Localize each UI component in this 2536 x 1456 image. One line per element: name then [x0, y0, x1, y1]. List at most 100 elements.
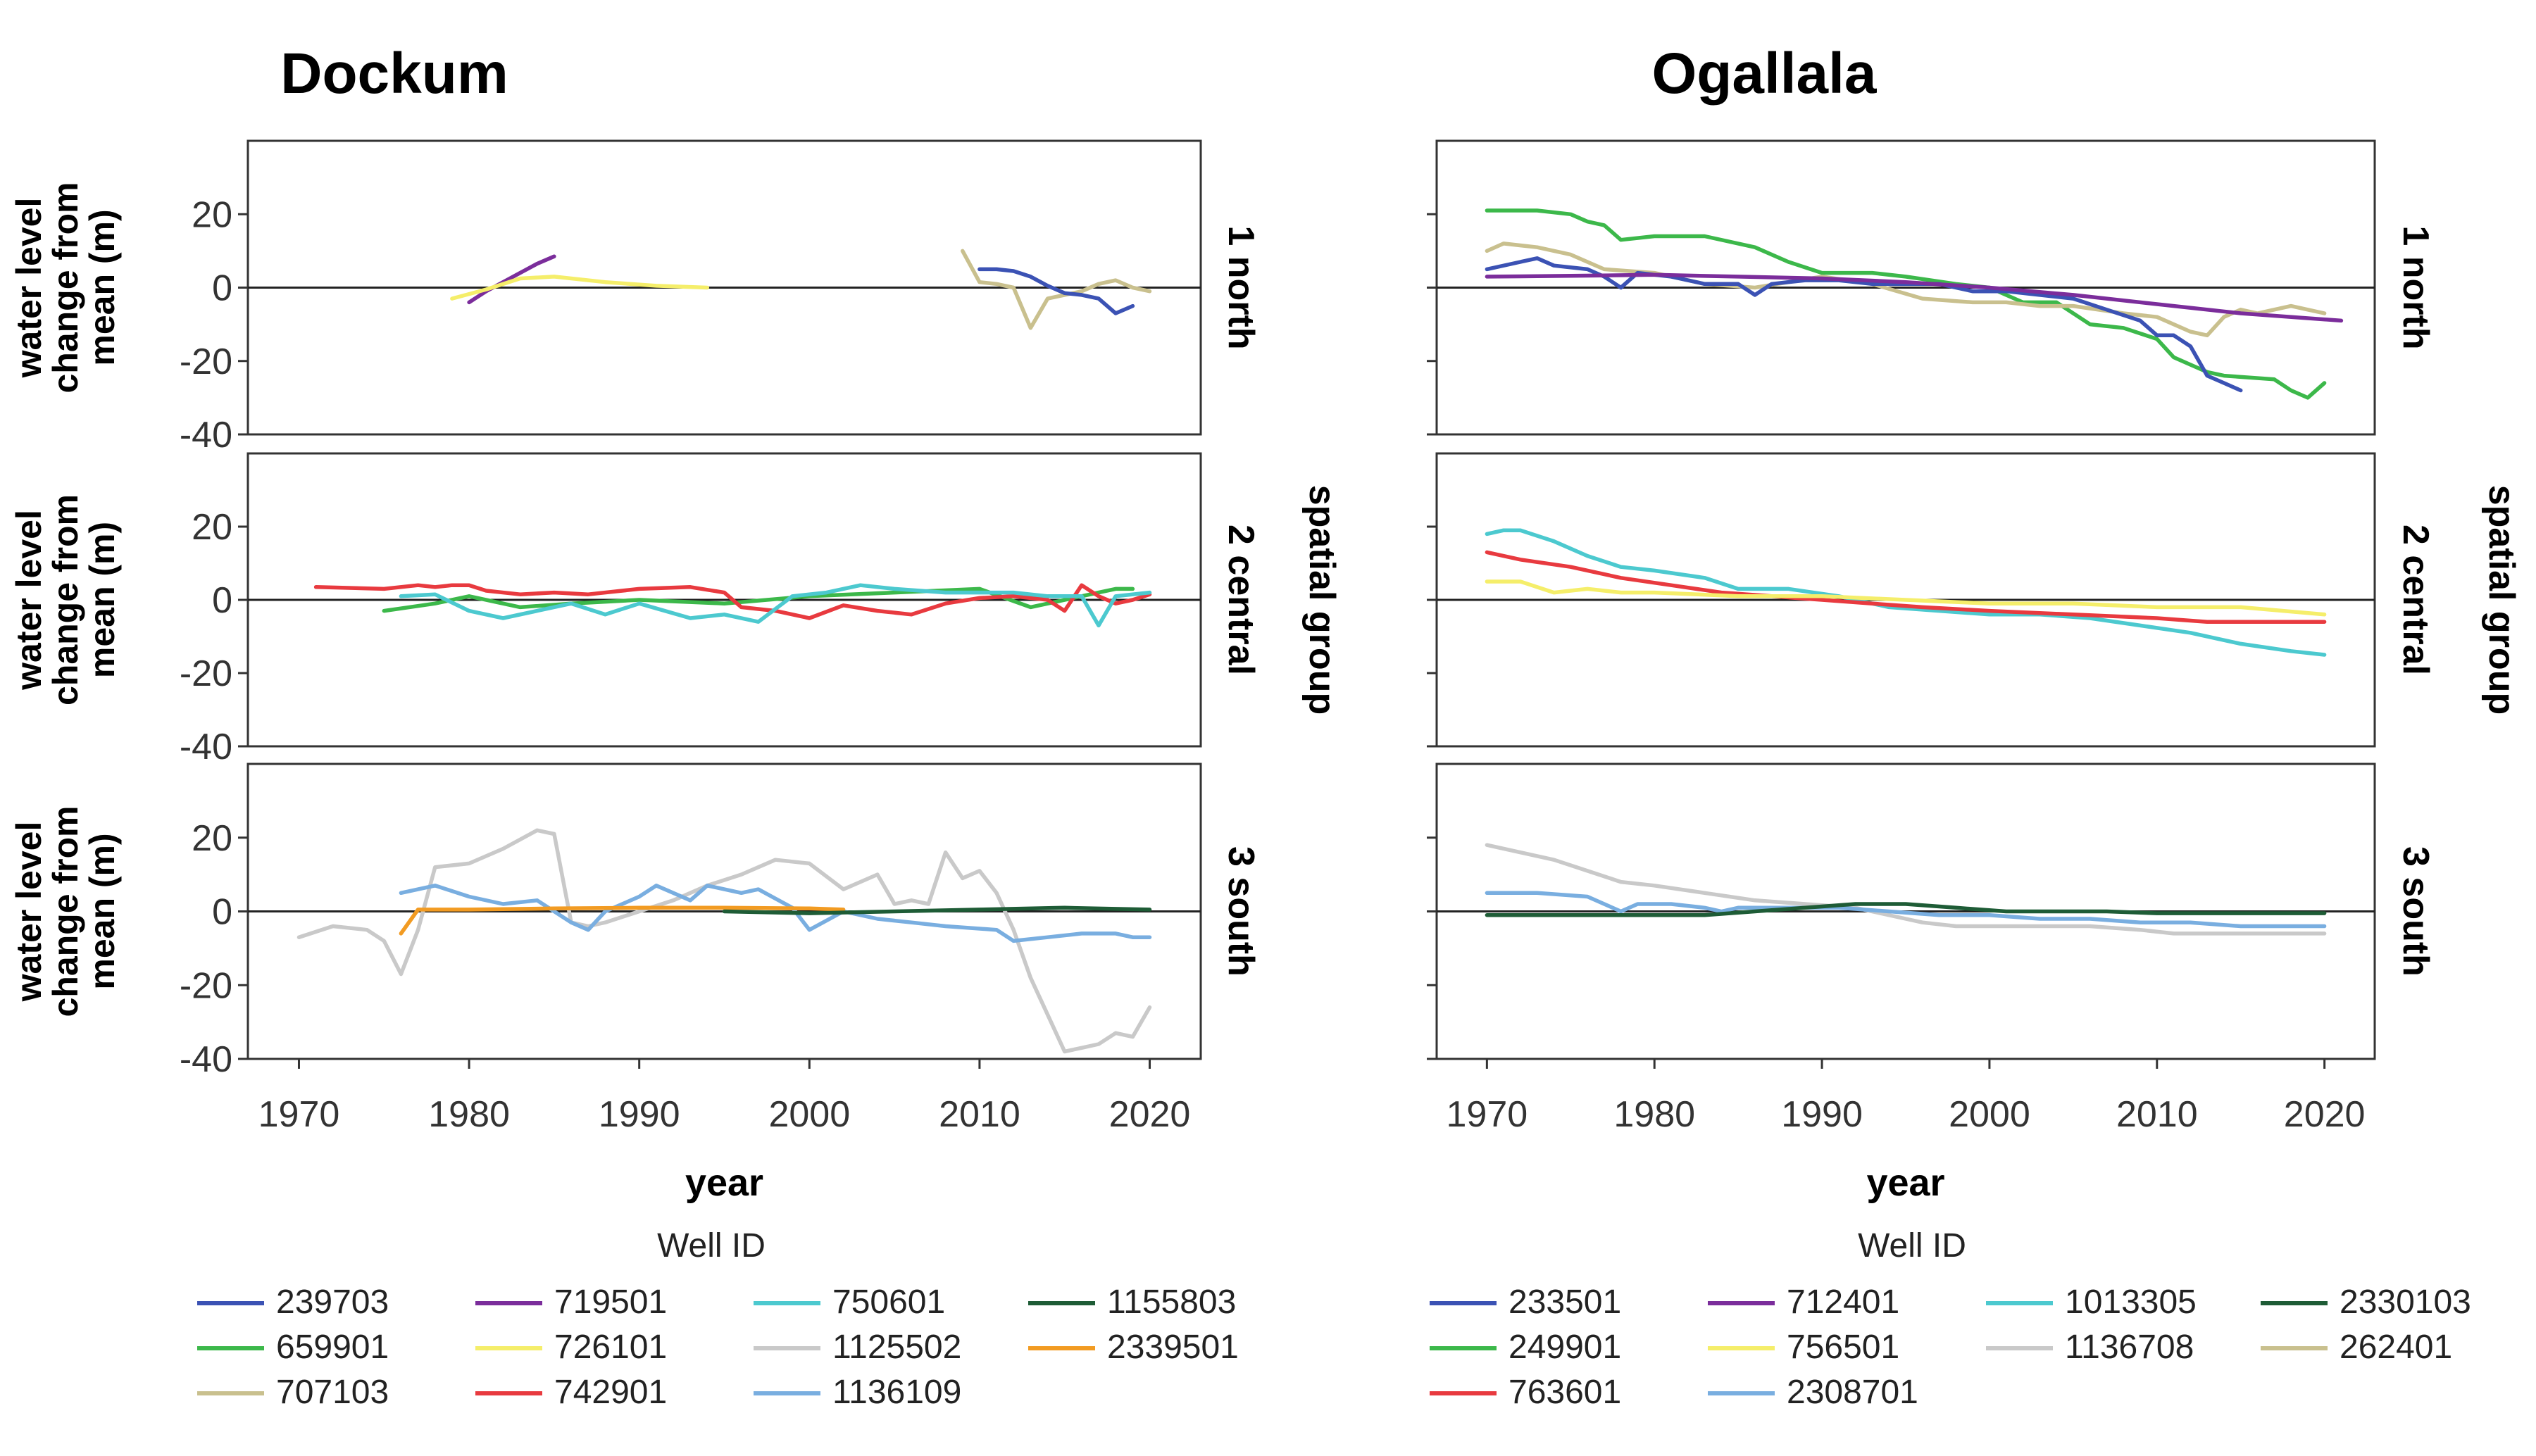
legend-item-750601: 750601	[754, 1284, 945, 1321]
facet-label: 1 north	[2395, 225, 2436, 349]
series-line-1136708	[1485, 843, 2327, 936]
y-axis-title-line: change from	[46, 182, 85, 393]
x-tick-label: 2010	[939, 1094, 1020, 1135]
series-line-233501	[1485, 256, 2243, 393]
y-axis-title: water levelchange frommean (m)	[9, 805, 122, 1017]
legend-item-2330103: 2330103	[2261, 1284, 2471, 1321]
series-group	[1485, 208, 2344, 400]
legend-item-719501: 719501	[475, 1284, 667, 1321]
y-axis-title: water levelchange frommean (m)	[9, 494, 122, 705]
x-tick-label: 1970	[1447, 1094, 1528, 1135]
series-group	[313, 583, 1152, 628]
series-line-2330103	[1485, 902, 2327, 917]
chart-title: Dockum	[280, 42, 508, 106]
legend-item-233501: 233501	[1430, 1284, 1621, 1321]
panel-3-south: 3 south	[1427, 762, 2436, 1060]
series-line-2339501	[399, 905, 846, 936]
series-line-1155803	[722, 905, 1152, 915]
panel-2-central: 2 central	[1427, 452, 2436, 748]
y-tick-label: 20	[192, 194, 232, 235]
series-line-2308701	[1485, 891, 2327, 929]
legend-item-712401: 712401	[1708, 1284, 1899, 1321]
legend-title: Well ID	[657, 1227, 766, 1264]
legend-item-1155803: 1155803	[1028, 1284, 1236, 1321]
series-line-239703	[977, 267, 1135, 315]
y-tick-label: -20	[180, 965, 232, 1006]
x-tick-label: 1990	[1781, 1094, 1863, 1135]
series-line-1136109	[399, 884, 1152, 943]
chart-title: Ogallala	[1651, 42, 1877, 106]
y-tick-label: -40	[180, 727, 232, 767]
series-line-1125502	[296, 828, 1152, 1054]
legend-item-1013305: 1013305	[1986, 1284, 2197, 1321]
series-line-756501	[1485, 579, 2327, 617]
legend-label: 719501	[554, 1284, 667, 1321]
legend-label: 2308701	[1787, 1374, 1918, 1411]
legend-item-2308701: 2308701	[1708, 1374, 1918, 1411]
y-tick-label: -20	[180, 341, 232, 382]
facet-label: 3 south	[1220, 846, 1261, 977]
legend-label: 1136708	[2065, 1329, 2194, 1366]
x-tick-label: 1990	[599, 1094, 680, 1135]
legend-label: 262401	[2340, 1329, 2452, 1366]
y-axis-title-line: mean (m)	[82, 833, 122, 989]
x-tick-label: 2000	[1949, 1094, 2030, 1135]
legend: Well ID 233501 712401 1013305 2330103 249901 7…	[1430, 1227, 2471, 1411]
y-tick-label: -40	[180, 415, 232, 456]
y-axis-title-line: water level	[9, 510, 49, 691]
legend-item-249901: 249901	[1430, 1329, 1621, 1366]
x-axis-title: year	[685, 1162, 763, 1204]
legend-label: 742901	[554, 1374, 667, 1411]
legend-item-1136708: 1136708	[1986, 1329, 2194, 1366]
series-line-249901	[1485, 208, 2327, 400]
y-tick-label: 20	[192, 507, 232, 548]
y-axis-title-line: change from	[46, 805, 85, 1017]
legend-item-756501: 756501	[1708, 1329, 1899, 1366]
series-line-726101	[450, 275, 710, 301]
y-tick-label: -40	[180, 1039, 232, 1080]
legend-label: 233501	[1509, 1284, 1621, 1321]
facet-label: 1 north	[1220, 225, 1261, 349]
panel-1-north: 20 0 -20 -40 1 north water levelchange fromme…	[9, 139, 1261, 456]
y-axis-title-line: water level	[9, 198, 49, 379]
y-axis-title-line: change from	[46, 494, 85, 705]
series-line-763601	[1485, 550, 2327, 624]
x-tick-label: 2020	[2284, 1094, 2366, 1135]
legend-label: 659901	[276, 1329, 389, 1366]
legend-label: 1155803	[1107, 1284, 1236, 1321]
legend-item-262401: 262401	[2261, 1329, 2452, 1366]
panel-1-north: 1 north	[1427, 139, 2436, 436]
legend-item-707103: 707103	[197, 1374, 389, 1411]
series-group	[450, 249, 1152, 330]
x-tick-label: 2010	[2116, 1094, 2198, 1135]
series-line-712401	[1485, 272, 2344, 323]
x-tick-label: 1970	[258, 1094, 340, 1135]
legend: Well ID 239703 719501 750601 1155803 659901 72…	[197, 1227, 1239, 1411]
panel-2-central: 20 0 -20 -40 2 central water levelchange from…	[9, 452, 1261, 767]
y-axis-title-line: mean (m)	[82, 209, 122, 365]
y-tick-label: 0	[212, 892, 232, 933]
series-line-719501	[467, 254, 556, 305]
legend-label: 726101	[554, 1329, 667, 1366]
legend-label: 756501	[1787, 1329, 1899, 1366]
legend-label: 1125502	[832, 1329, 961, 1366]
legend-title: Well ID	[1858, 1227, 1966, 1264]
legend-label: 707103	[276, 1374, 389, 1411]
x-tick-label: 2020	[1109, 1094, 1191, 1135]
legend-label: 2339501	[1107, 1329, 1239, 1366]
series-group	[296, 828, 1152, 1054]
legend-item-1125502: 1125502	[754, 1329, 961, 1366]
y-tick-label: 0	[212, 580, 232, 621]
spatial-group-label: spatial group	[1301, 485, 1342, 715]
series-line-707103	[961, 249, 1152, 330]
x-axis-title: year	[1866, 1162, 1944, 1204]
series-line-262401	[1485, 241, 2327, 338]
legend-label: 1136109	[832, 1374, 961, 1411]
x-tick-label: 2000	[768, 1094, 850, 1135]
legend-label: 249901	[1509, 1329, 1621, 1366]
legend-label: 763601	[1509, 1374, 1621, 1411]
y-axis-title-line: mean (m)	[82, 522, 122, 678]
legend-item-239703: 239703	[197, 1284, 389, 1321]
legend-item-726101: 726101	[475, 1329, 667, 1366]
